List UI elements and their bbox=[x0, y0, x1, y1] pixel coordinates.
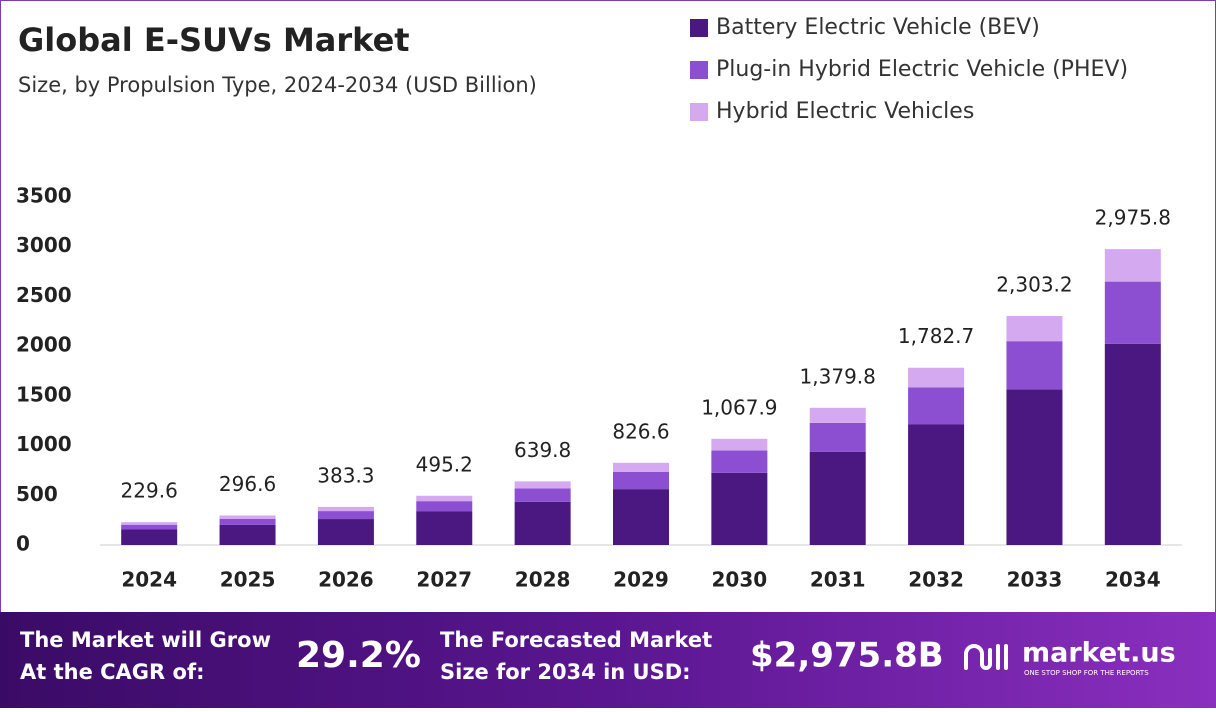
total-label: 2,975.8 bbox=[1095, 206, 1171, 230]
bar-segment bbox=[1104, 249, 1161, 282]
bar-segment bbox=[711, 472, 768, 545]
y-tick-label: 2500 bbox=[16, 283, 72, 307]
total-label: 383.3 bbox=[317, 463, 374, 487]
legend-label: Hybrid Electric Vehicles bbox=[716, 99, 974, 124]
x-tick-label: 2029 bbox=[613, 568, 669, 592]
bar-segment bbox=[416, 511, 473, 545]
forecast-value: $2,975.8B bbox=[750, 636, 944, 676]
bar-segment bbox=[514, 481, 571, 489]
bar-segment bbox=[1104, 281, 1161, 344]
x-tick-label: 2026 bbox=[318, 568, 374, 592]
total-label: 229.6 bbox=[121, 479, 178, 503]
brand-logo bbox=[964, 644, 1008, 670]
bar-segment bbox=[121, 529, 178, 545]
total-label: 1,067.9 bbox=[701, 395, 777, 419]
bar-segment bbox=[613, 471, 669, 490]
total-label: 1,379.8 bbox=[800, 364, 876, 388]
total-label: 826.6 bbox=[612, 419, 669, 443]
y-tick-label: 2000 bbox=[16, 333, 72, 357]
bar-segment bbox=[1006, 389, 1063, 545]
x-tick-label: 2024 bbox=[121, 568, 177, 592]
bar-segment bbox=[711, 450, 768, 473]
legend-swatch bbox=[690, 61, 708, 79]
bar-segment bbox=[1006, 341, 1063, 390]
x-tick-label: 2025 bbox=[220, 568, 276, 592]
bar-segment bbox=[1104, 343, 1161, 545]
bar-segment bbox=[317, 506, 374, 512]
bar-segment bbox=[121, 524, 178, 530]
forecast-label: The Forecasted Market bbox=[440, 628, 712, 652]
footer-banner bbox=[0, 612, 1216, 708]
x-tick-label: 2027 bbox=[416, 568, 472, 592]
bar-segment bbox=[908, 424, 965, 545]
cagr-value: 29.2% bbox=[296, 635, 421, 676]
total-label: 639.8 bbox=[514, 438, 571, 462]
x-tick-label: 2032 bbox=[908, 568, 964, 592]
bar-segment bbox=[219, 524, 276, 545]
legend-label: Plug-in Hybrid Electric Vehicle (PHEV) bbox=[716, 57, 1128, 82]
y-tick-label: 1500 bbox=[16, 382, 72, 406]
x-tick-label: 2030 bbox=[712, 568, 768, 592]
bar-segment bbox=[317, 519, 374, 545]
bar-segment bbox=[1006, 315, 1063, 342]
forecast-label: Size for 2034 in USD: bbox=[440, 660, 691, 684]
x-tick-label: 2028 bbox=[515, 568, 571, 592]
bar-segment bbox=[514, 501, 571, 545]
total-label: 2,303.2 bbox=[996, 272, 1072, 296]
cagr-label: The Market will Grow bbox=[20, 628, 271, 652]
bar-segment bbox=[711, 438, 768, 451]
bar-segment bbox=[809, 422, 866, 452]
x-tick-label: 2031 bbox=[810, 568, 866, 592]
bar-segment bbox=[121, 522, 178, 525]
chart-title: Global E-SUVs Market bbox=[18, 21, 410, 59]
y-tick-label: 3500 bbox=[16, 184, 72, 208]
brand-tagline: ONE STOP SHOP FOR THE REPORTS bbox=[1024, 669, 1149, 677]
bar-segment bbox=[613, 462, 669, 472]
y-tick-label: 3000 bbox=[16, 233, 72, 257]
legend-label: Battery Electric Vehicle (BEV) bbox=[716, 15, 1040, 40]
bar-segment bbox=[219, 518, 276, 525]
bar-segment bbox=[416, 495, 473, 502]
y-tick-label: 500 bbox=[16, 482, 58, 506]
bar-segment bbox=[809, 407, 866, 423]
legend-swatch bbox=[690, 103, 708, 121]
bar-segment bbox=[908, 387, 965, 425]
brand-name: market.us bbox=[1022, 638, 1176, 669]
chart-subtitle: Size, by Propulsion Type, 2024-2034 (USD… bbox=[18, 73, 537, 97]
y-tick-label: 0 bbox=[16, 532, 30, 556]
bar-segment bbox=[219, 515, 276, 519]
total-label: 1,782.7 bbox=[898, 324, 974, 348]
cagr-label: At the CAGR of: bbox=[20, 660, 205, 684]
total-label: 495.2 bbox=[416, 452, 473, 476]
x-tick-label: 2034 bbox=[1105, 568, 1161, 592]
bar-segment bbox=[317, 511, 374, 520]
total-label: 296.6 bbox=[219, 472, 276, 496]
bar-segment bbox=[613, 489, 669, 545]
y-tick-label: 1000 bbox=[16, 432, 72, 456]
bar-segment bbox=[416, 501, 473, 512]
x-tick-label: 2033 bbox=[1007, 568, 1063, 592]
legend-swatch bbox=[690, 19, 708, 37]
bar-segment bbox=[514, 488, 571, 502]
bar-segment bbox=[908, 367, 965, 388]
bar-segment bbox=[809, 451, 866, 545]
